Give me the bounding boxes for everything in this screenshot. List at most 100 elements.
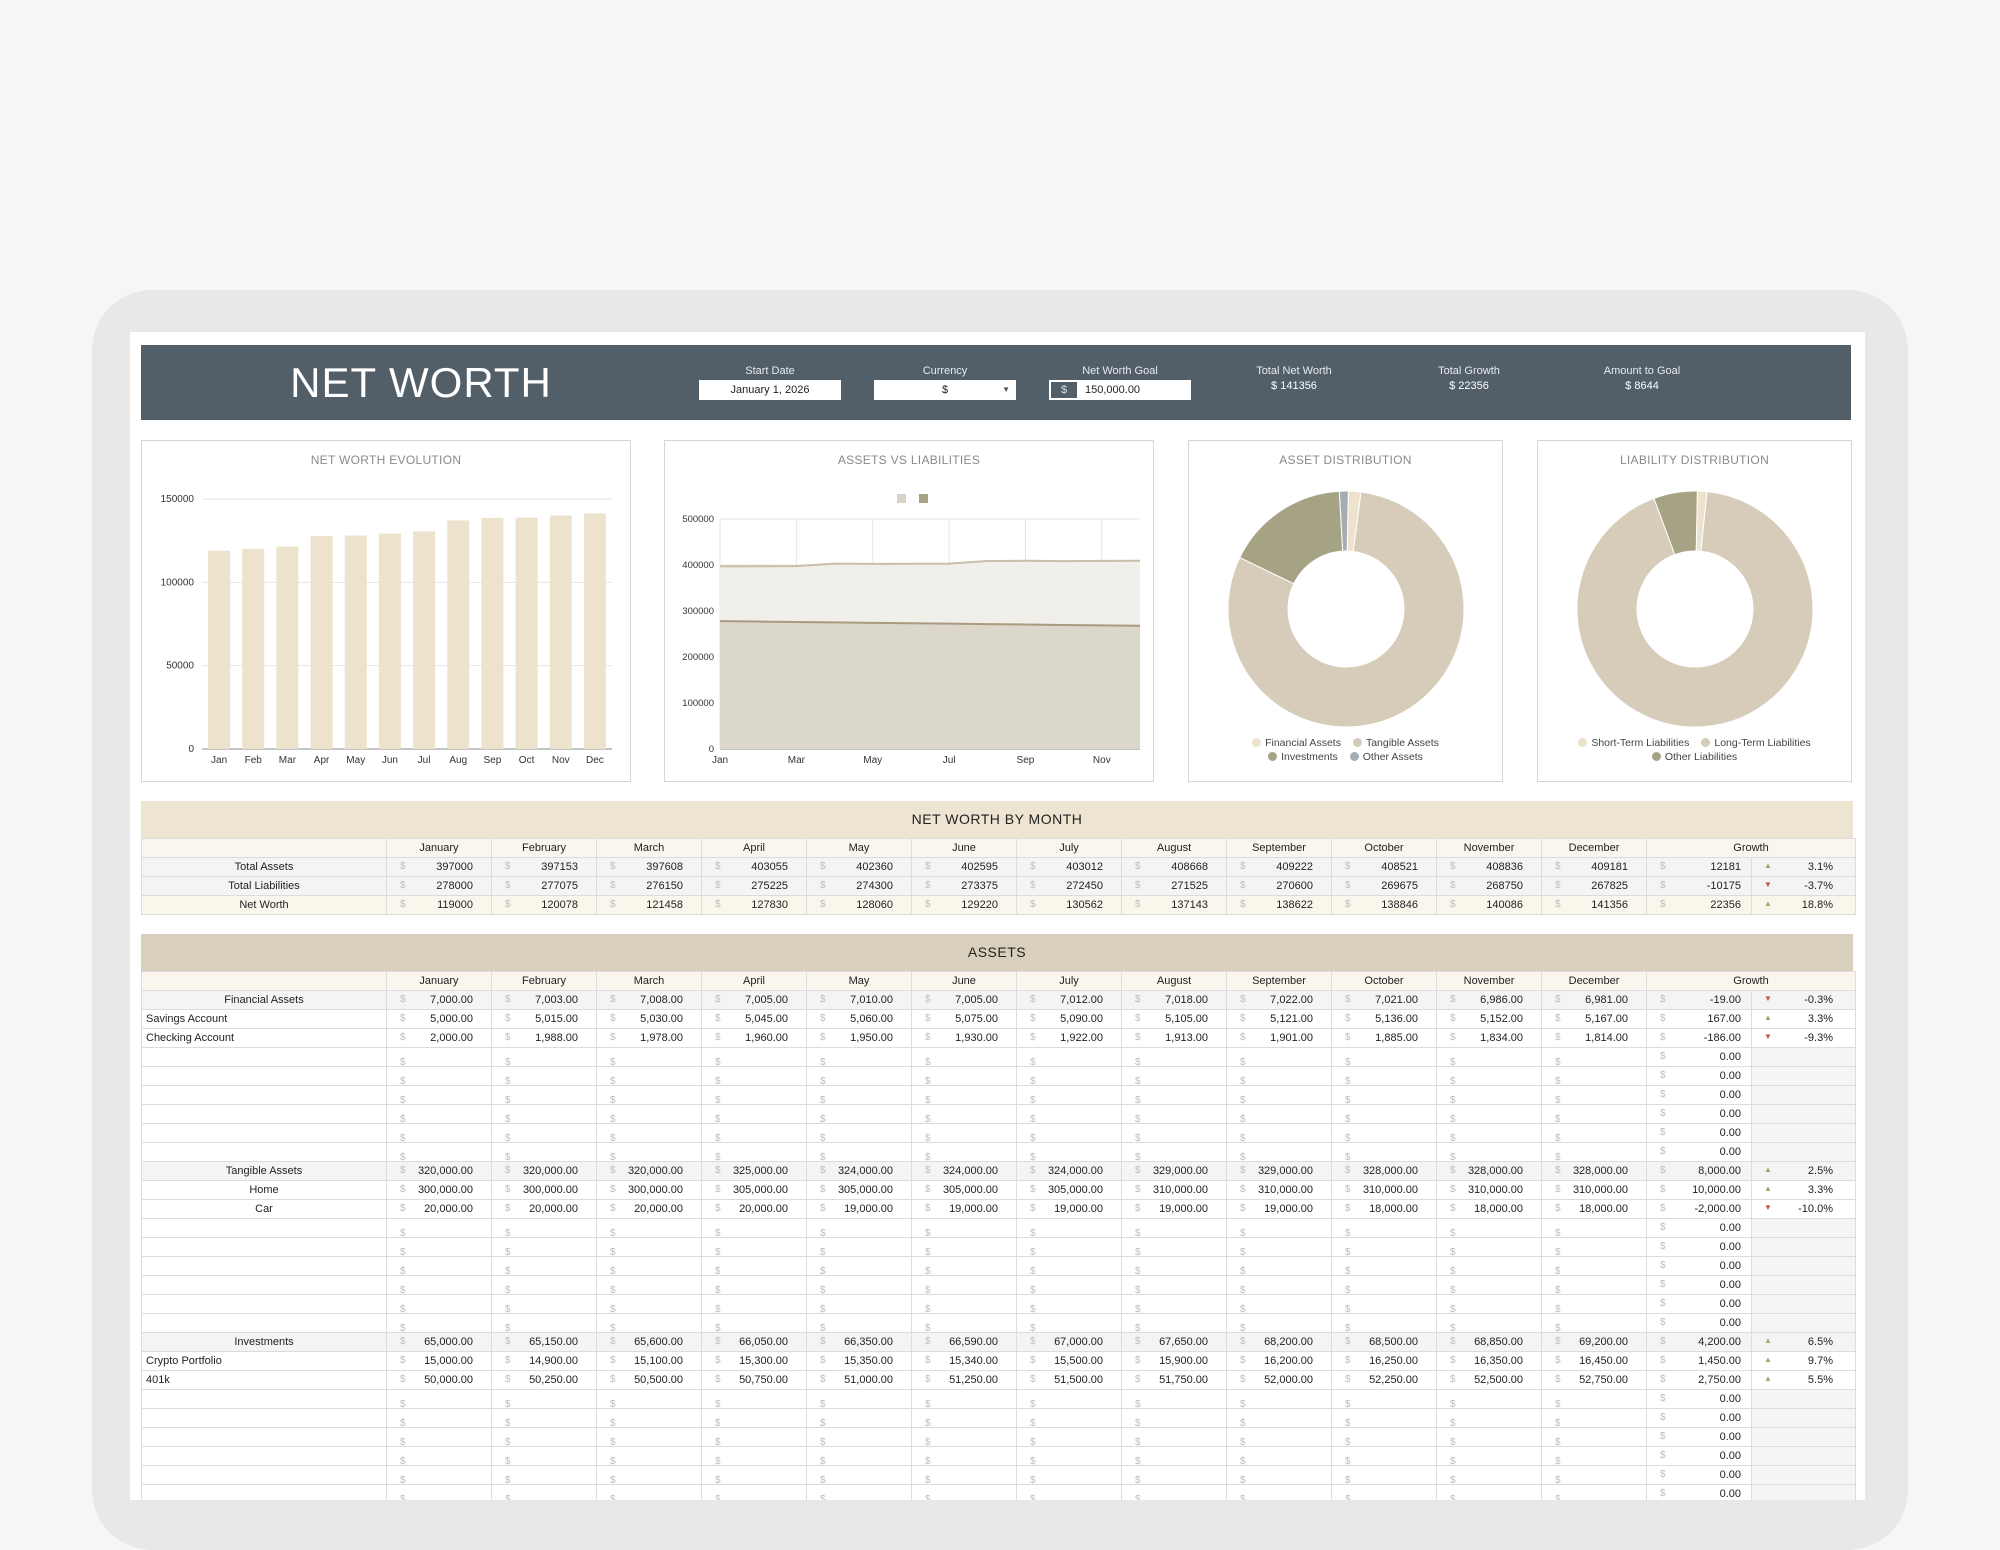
growth-percent-cell[interactable] xyxy=(1751,1313,1856,1333)
value-cell[interactable]: $ xyxy=(701,1218,807,1238)
value-cell[interactable]: $5,136.00 xyxy=(1331,1009,1437,1029)
value-cell[interactable]: $16,250.00 xyxy=(1331,1351,1437,1371)
value-cell[interactable]: $ xyxy=(701,1484,807,1500)
value-cell[interactable]: $271525 xyxy=(1121,876,1227,896)
row-label-cell[interactable] xyxy=(141,1446,387,1466)
value-cell[interactable]: $16,450.00 xyxy=(1541,1351,1647,1371)
growth-header[interactable]: Growth xyxy=(1646,838,1856,858)
value-cell[interactable]: $ xyxy=(911,1427,1017,1447)
value-cell[interactable]: $ xyxy=(1331,1389,1437,1409)
value-cell[interactable]: $274300 xyxy=(806,876,912,896)
value-cell[interactable]: $ xyxy=(1121,1066,1227,1086)
value-cell[interactable]: $ xyxy=(1331,1085,1437,1105)
value-cell[interactable]: $305,000.00 xyxy=(806,1180,912,1200)
value-cell[interactable]: $ xyxy=(1226,1142,1332,1162)
month-header[interactable]: June xyxy=(911,838,1017,858)
value-cell[interactable]: $50,750.00 xyxy=(701,1370,807,1390)
value-cell[interactable]: $ xyxy=(386,1408,492,1428)
value-cell[interactable]: $7,012.00 xyxy=(1016,990,1122,1010)
value-cell[interactable]: $1,988.00 xyxy=(491,1028,597,1048)
growth-value-cell[interactable]: $0.00 xyxy=(1646,1047,1752,1067)
value-cell[interactable]: $ xyxy=(1331,1104,1437,1124)
value-cell[interactable]: $ xyxy=(1226,1465,1332,1485)
month-header[interactable]: July xyxy=(1016,971,1122,991)
value-cell[interactable]: $ xyxy=(806,1313,912,1333)
value-cell[interactable]: $ xyxy=(1331,1484,1437,1500)
value-cell[interactable]: $ xyxy=(1436,1066,1542,1086)
value-cell[interactable]: $ xyxy=(911,1313,1017,1333)
value-cell[interactable]: $ xyxy=(491,1465,597,1485)
value-cell[interactable]: $68,200.00 xyxy=(1226,1332,1332,1352)
value-cell[interactable]: $ xyxy=(1226,1218,1332,1238)
growth-value-cell[interactable]: $0.00 xyxy=(1646,1142,1752,1162)
value-cell[interactable]: $65,600.00 xyxy=(596,1332,702,1352)
value-cell[interactable]: $14,900.00 xyxy=(491,1351,597,1371)
value-cell[interactable]: $300,000.00 xyxy=(491,1180,597,1200)
growth-percent-cell[interactable]: ▲ 6.5% xyxy=(1751,1332,1856,1352)
header-blank[interactable] xyxy=(141,971,387,991)
value-cell[interactable]: $268750 xyxy=(1436,876,1542,896)
value-cell[interactable]: $324,000.00 xyxy=(1016,1161,1122,1181)
value-cell[interactable]: $ xyxy=(1121,1427,1227,1447)
row-label-cell[interactable] xyxy=(141,1294,387,1314)
value-cell[interactable]: $272450 xyxy=(1016,876,1122,896)
value-cell[interactable]: $ xyxy=(1541,1085,1647,1105)
value-cell[interactable]: $19,000.00 xyxy=(1016,1199,1122,1219)
value-cell[interactable]: $305,000.00 xyxy=(1016,1180,1122,1200)
month-header[interactable]: September xyxy=(1226,971,1332,991)
slice-other-liabilities[interactable] xyxy=(1653,490,1698,556)
slice-long-term-liabilities[interactable] xyxy=(1576,491,1814,728)
value-cell[interactable]: $52,750.00 xyxy=(1541,1370,1647,1390)
value-cell[interactable]: $51,500.00 xyxy=(1016,1370,1122,1390)
value-cell[interactable]: $ xyxy=(806,1427,912,1447)
row-label-cell[interactable]: Home xyxy=(141,1180,387,1200)
value-cell[interactable]: $ xyxy=(1226,1408,1332,1428)
value-cell[interactable]: $310,000.00 xyxy=(1331,1180,1437,1200)
growth-percent-cell[interactable] xyxy=(1751,1237,1856,1257)
value-cell[interactable]: $ xyxy=(386,1313,492,1333)
value-cell[interactable]: $ xyxy=(1016,1104,1122,1124)
value-cell[interactable]: $ xyxy=(1121,1104,1227,1124)
growth-value-cell[interactable]: $0.00 xyxy=(1646,1408,1752,1428)
value-cell[interactable]: $ xyxy=(386,1047,492,1067)
month-header[interactable]: June xyxy=(911,971,1017,991)
month-header[interactable]: November xyxy=(1436,838,1542,858)
value-cell[interactable]: $ xyxy=(806,1085,912,1105)
value-cell[interactable]: $6,986.00 xyxy=(1436,990,1542,1010)
value-cell[interactable]: $2,000.00 xyxy=(386,1028,492,1048)
value-cell[interactable]: $ xyxy=(491,1142,597,1162)
value-cell[interactable]: $ xyxy=(1016,1389,1122,1409)
value-cell[interactable]: $ xyxy=(1436,1104,1542,1124)
value-cell[interactable]: $ xyxy=(1436,1389,1542,1409)
value-cell[interactable]: $15,300.00 xyxy=(701,1351,807,1371)
value-cell[interactable]: $128060 xyxy=(806,895,912,915)
value-cell[interactable]: $ xyxy=(1016,1123,1122,1143)
value-cell[interactable]: $ xyxy=(1436,1446,1542,1466)
month-header[interactable]: October xyxy=(1331,838,1437,858)
value-cell[interactable]: $ xyxy=(911,1085,1017,1105)
value-cell[interactable]: $ xyxy=(596,1123,702,1143)
value-cell[interactable]: $310,000.00 xyxy=(1436,1180,1542,1200)
value-cell[interactable]: $ xyxy=(911,1484,1017,1500)
value-cell[interactable]: $ xyxy=(596,1066,702,1086)
value-cell[interactable]: $7,008.00 xyxy=(596,990,702,1010)
value-cell[interactable]: $ xyxy=(386,1427,492,1447)
value-cell[interactable]: $ xyxy=(386,1142,492,1162)
row-label-cell[interactable] xyxy=(141,1465,387,1485)
value-cell[interactable]: $ xyxy=(491,1484,597,1500)
value-cell[interactable]: $ xyxy=(1016,1218,1122,1238)
growth-value-cell[interactable]: $0.00 xyxy=(1646,1313,1752,1333)
value-cell[interactable]: $ xyxy=(1541,1142,1647,1162)
value-cell[interactable]: $328,000.00 xyxy=(1541,1161,1647,1181)
value-cell[interactable]: $278000 xyxy=(386,876,492,896)
value-cell[interactable]: $1,885.00 xyxy=(1331,1028,1437,1048)
month-header[interactable]: January xyxy=(386,971,492,991)
value-cell[interactable]: $ xyxy=(1226,1104,1332,1124)
value-cell[interactable]: $51,250.00 xyxy=(911,1370,1017,1390)
value-cell[interactable]: $1,978.00 xyxy=(596,1028,702,1048)
value-cell[interactable]: $ xyxy=(386,1123,492,1143)
value-cell[interactable]: $ xyxy=(1016,1066,1122,1086)
value-cell[interactable]: $ xyxy=(1436,1047,1542,1067)
value-cell[interactable]: $ xyxy=(701,1104,807,1124)
value-cell[interactable]: $ xyxy=(386,1389,492,1409)
